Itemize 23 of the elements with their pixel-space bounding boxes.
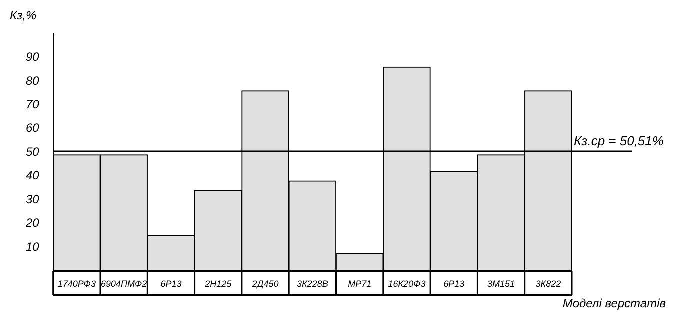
- x-axis-title: Моделі верстатів: [562, 296, 666, 310]
- y-tick-label: 80: [26, 74, 40, 88]
- y-tick-label: 40: [26, 168, 40, 183]
- x-tick-label: 6Р13: [160, 279, 182, 290]
- x-tick-label: 6Р13: [444, 279, 465, 290]
- x-tick-label: 2Н125: [204, 279, 233, 290]
- x-tick-label: 2Д450: [251, 279, 279, 290]
- x-tick-label: МР71: [348, 279, 372, 290]
- x-tick-label: 16К20Ф3: [388, 279, 426, 290]
- x-tick-label: 3К822: [536, 279, 562, 290]
- x-tick-label: 1740РФ3: [58, 279, 96, 290]
- y-tick-label: 20: [24, 216, 40, 230]
- x-tick-label: 3К228В: [297, 279, 328, 290]
- x-tick-label: 6904ПМФ2: [100, 279, 148, 290]
- y-axis-title: Кз,%: [10, 8, 37, 22]
- y-tick-label: 90: [26, 50, 40, 64]
- y-tick-label: 60: [26, 121, 40, 136]
- y-tick-label: 10: [26, 240, 40, 254]
- x-tick-label: 3М151: [488, 279, 516, 290]
- y-tick-label: 30: [26, 192, 40, 206]
- y-tick-label: 50: [26, 144, 40, 159]
- ref-line-label: Кз.ср = 50,51%: [574, 134, 664, 148]
- y-tick-label: 70: [26, 98, 40, 112]
